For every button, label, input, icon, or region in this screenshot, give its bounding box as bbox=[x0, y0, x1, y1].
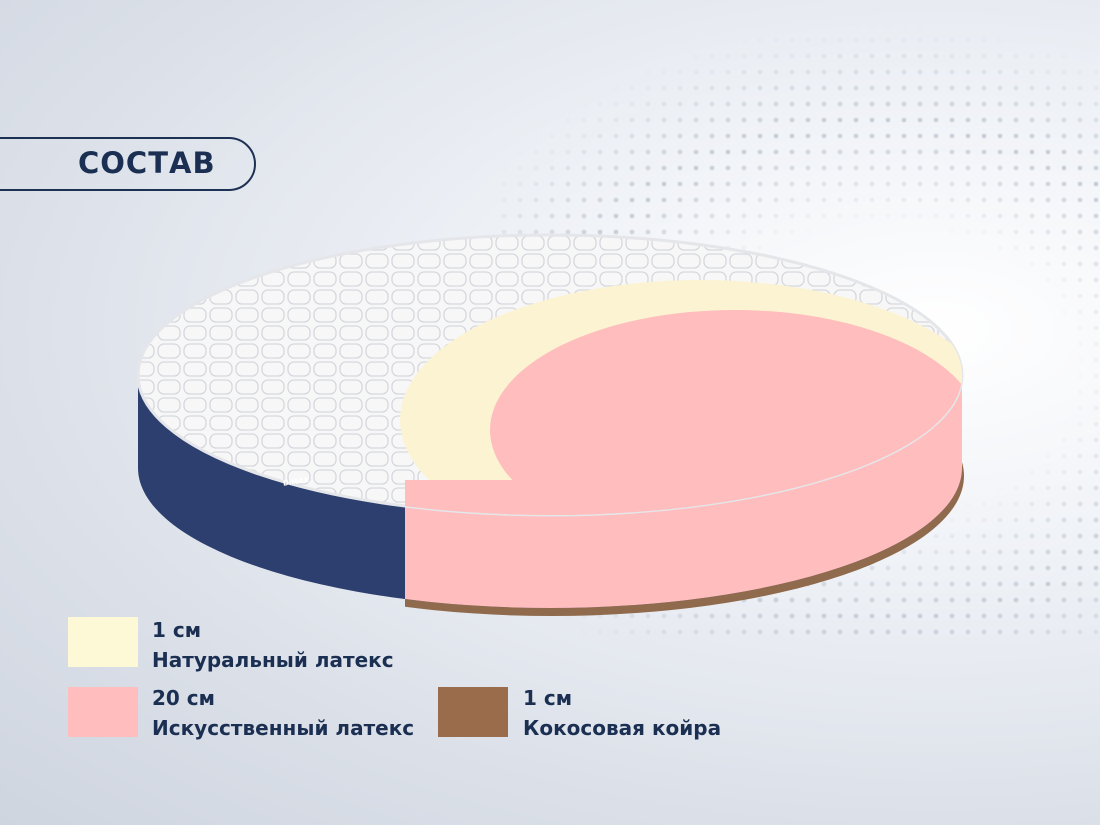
legend-swatch bbox=[68, 617, 138, 667]
legend-swatch bbox=[438, 687, 508, 737]
legend-thickness: 20 см bbox=[152, 686, 215, 710]
legend-thickness: 1 см bbox=[523, 686, 573, 710]
title-frame bbox=[0, 137, 256, 191]
legend-swatch bbox=[68, 687, 138, 737]
legend-name: Кокосовая койра bbox=[523, 716, 722, 740]
legend-thickness: 1 см bbox=[152, 618, 202, 642]
title: СОСТАВ bbox=[78, 146, 216, 180]
legend-name: Натуральный латекс bbox=[152, 648, 394, 672]
legend-name: Искусственный латекс bbox=[152, 716, 415, 740]
